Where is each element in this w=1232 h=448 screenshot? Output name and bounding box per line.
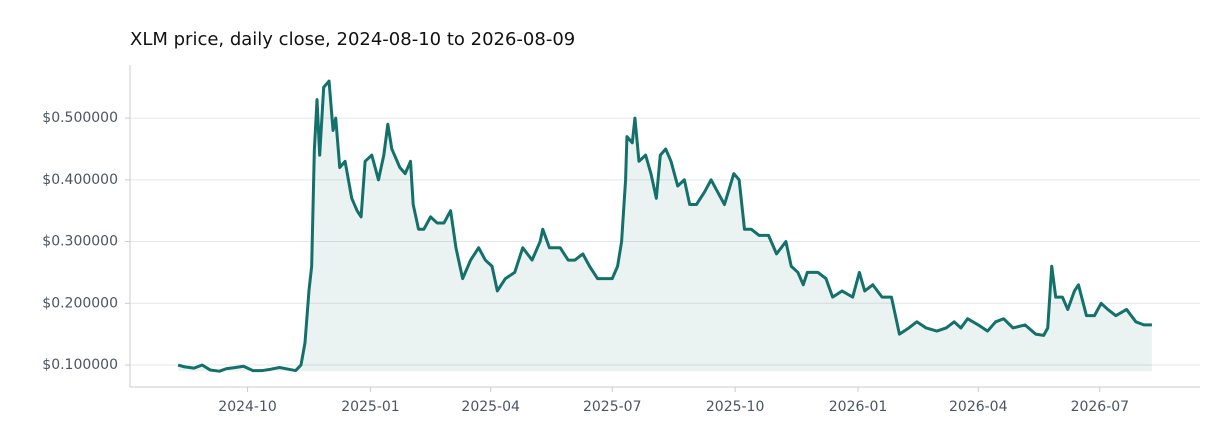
y-tick-label: $0.100000 xyxy=(42,357,118,373)
price-line xyxy=(177,79,1152,373)
area xyxy=(178,81,1152,372)
x-tick-label: 2025-01 xyxy=(341,399,400,415)
x-tick-label: 2024-10 xyxy=(218,399,277,415)
x-tick-label: 2026-01 xyxy=(829,399,888,415)
x-tick-label: 2026-07 xyxy=(1071,399,1130,415)
x-tick-label: 2025-10 xyxy=(706,399,765,415)
y-tick-label: $0.300000 xyxy=(42,234,118,250)
y-tick-label: $0.500000 xyxy=(42,110,118,126)
chart-title: XLM price, daily close, 2024-08-10 to 20… xyxy=(130,29,575,50)
x-tick-label: 2025-04 xyxy=(461,399,520,415)
x-tick-label: 2025-07 xyxy=(583,399,642,415)
x-tick-label: 2026-04 xyxy=(949,399,1008,415)
y-tick-label: $0.400000 xyxy=(42,172,118,188)
y-tick-label: $0.200000 xyxy=(42,295,118,311)
